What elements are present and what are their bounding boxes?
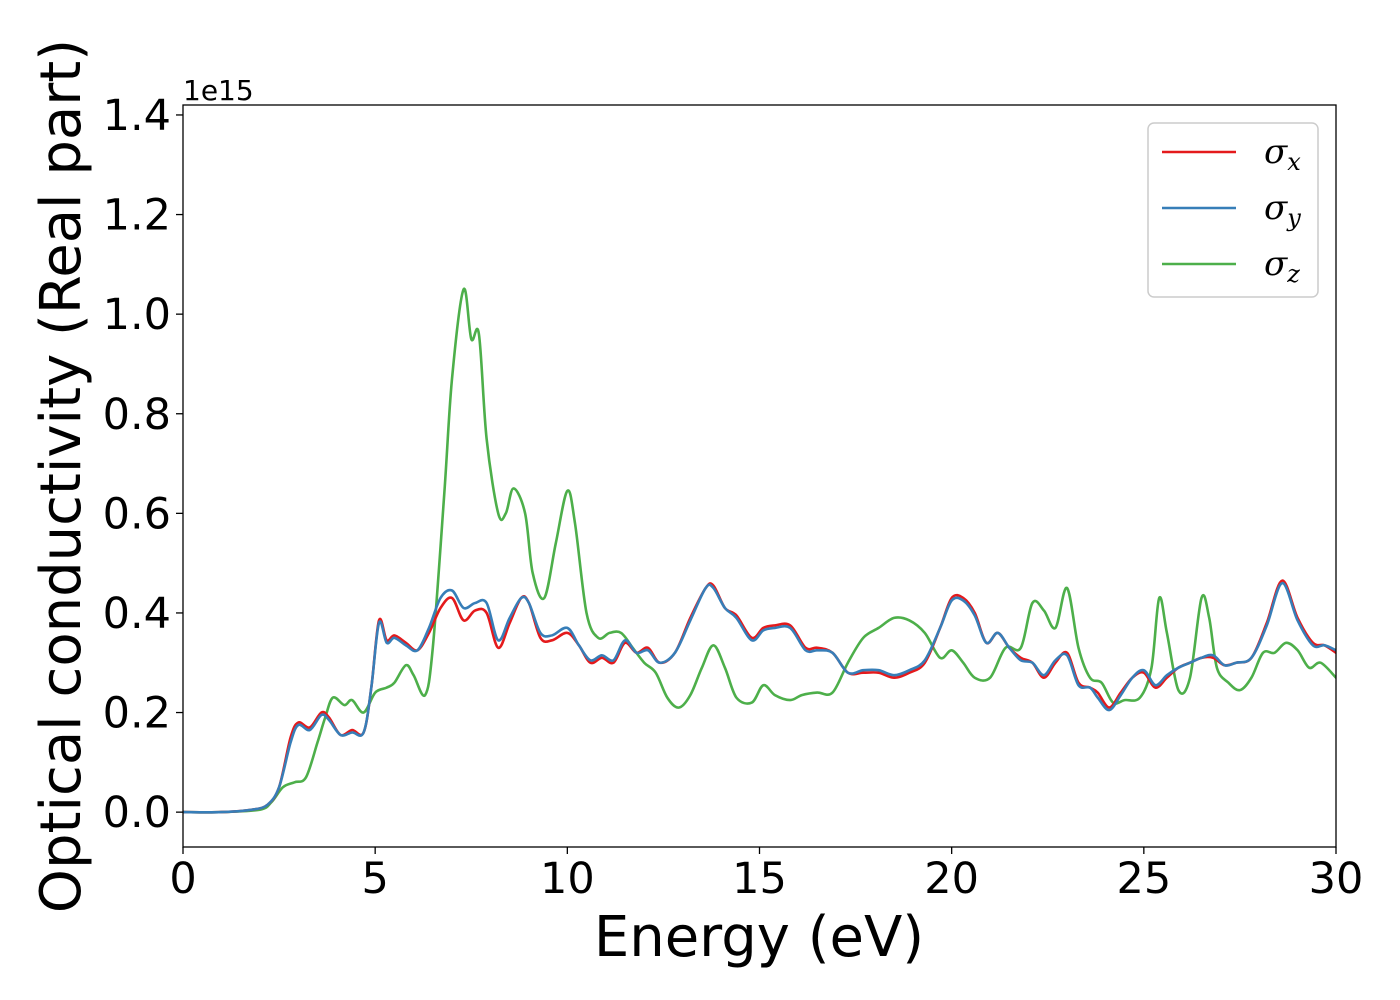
y-axis-ticks: 0.0 0.2 0.4 0.6 0.8 1.0 1.2 1.4 [103,91,183,838]
plot-area [183,105,1336,847]
legend-label-y: σy [1264,188,1301,232]
y-tick-label: 1.0 [103,290,171,340]
y-tick-label: 1.4 [103,91,171,141]
x-axis-ticks: 0 5 10 15 20 25 30 [169,847,1363,904]
y-axis-title: Optical conductivity (Real part) [29,39,94,913]
y-tick-label: 0.4 [103,589,171,639]
x-tick-label: 15 [732,854,787,904]
legend-label-z: σz [1264,244,1300,288]
x-tick-label: 25 [1116,854,1171,904]
y-tick-label: 0.0 [103,788,171,838]
y-tick-label: 0.6 [103,489,171,539]
series-layer [183,287,1336,814]
series-line-x [183,579,1336,814]
y-tick-label: 0.8 [103,390,171,440]
series-line-y [183,581,1336,814]
series-line-z [183,287,1336,814]
y-axis-offset-label: 1e15 [183,74,254,107]
legend-box [1147,122,1319,298]
x-tick-label: 10 [540,854,595,904]
legend-label-x: σx [1264,132,1301,176]
y-tick-label: 0.2 [103,689,171,739]
x-tick-label: 20 [924,854,979,904]
x-axis-title: Energy (eV) [594,905,924,970]
x-tick-label: 5 [361,854,388,904]
x-tick-label: 30 [1309,854,1364,904]
legend: σx σy σz [1147,122,1319,298]
y-tick-label: 1.2 [103,191,171,241]
x-tick-label: 0 [169,854,196,904]
